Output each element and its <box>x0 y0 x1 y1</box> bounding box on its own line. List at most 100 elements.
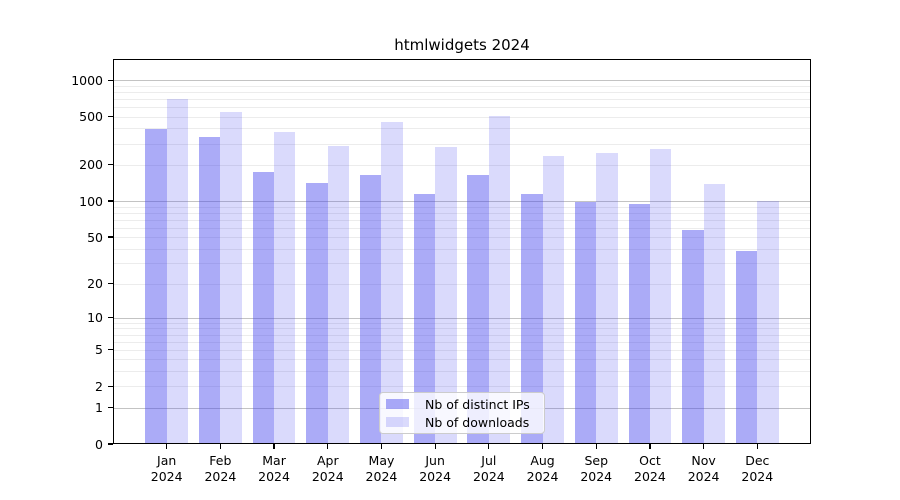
x-tick-label-feb: Feb 2024 <box>190 453 250 484</box>
x-tick-label-sep: Sep 2024 <box>566 453 626 484</box>
x-tick-mark <box>166 444 168 449</box>
x-tick-label-jun: Jun 2024 <box>405 453 465 484</box>
x-tick-label-oct: Oct 2024 <box>620 453 680 484</box>
minor-gridline <box>113 322 811 324</box>
x-tick-year: 2024 <box>580 468 613 484</box>
y-tick-mark <box>108 317 113 319</box>
x-tick-month: Jan <box>157 453 177 468</box>
legend-item-downloads: Nb of downloads <box>386 413 538 431</box>
x-tick-month: Oct <box>639 453 661 468</box>
minor-gridline <box>113 349 811 351</box>
minor-gridline <box>113 334 811 336</box>
x-tick-year: 2024 <box>258 468 290 484</box>
x-tick-year: 2024 <box>472 468 505 484</box>
y-tick-label: 500 <box>79 109 103 125</box>
x-tick-month: Jun <box>425 453 445 468</box>
x-tick-label-jul: Jul 2024 <box>459 453 519 484</box>
bar-downloads-nov <box>703 183 725 444</box>
x-tick-mark <box>327 444 329 449</box>
bar-downloads-dec <box>757 200 779 444</box>
bar-downloads-oct <box>649 149 672 444</box>
y-tick-mark <box>108 283 113 285</box>
minor-gridline <box>113 248 811 250</box>
y-tick-mark <box>108 79 113 81</box>
x-tick-year: 2024 <box>204 468 237 484</box>
x-tick-month: May <box>368 453 395 468</box>
minor-gridline <box>113 227 811 229</box>
bar-distinct-ips-jul <box>467 174 489 444</box>
x-tick-label-apr: Apr 2024 <box>298 453 358 484</box>
bar-distinct-ips-aug <box>521 194 543 444</box>
x-tick-month: Dec <box>745 453 770 468</box>
x-tick-year: 2024 <box>150 468 183 484</box>
minor-gridline <box>113 143 811 145</box>
y-tick-label: 20 <box>87 276 103 292</box>
minor-gridline <box>113 99 811 101</box>
bar-downloads-feb <box>220 112 242 444</box>
bar-distinct-ips-feb <box>198 137 221 444</box>
chart-title: htmlwidgets 2024 <box>394 36 530 54</box>
bar-downloads-aug <box>542 156 564 444</box>
legend-item-distinct-ips: Nb of distinct IPs <box>386 395 538 413</box>
x-tick-mark <box>434 444 436 449</box>
x-tick-year: 2024 <box>741 468 774 484</box>
y-tick-mark <box>108 116 113 118</box>
minor-gridline <box>113 206 811 208</box>
bar-downloads-jan <box>166 99 189 444</box>
x-tick-year: 2024 <box>634 468 666 484</box>
y-tick-label: 1000 <box>71 72 103 88</box>
y-tick-label: 200 <box>79 157 103 173</box>
legend: Nb of distinct IPs Nb of downloads <box>379 392 545 434</box>
bar-distinct-ips-jun <box>413 194 436 444</box>
minor-gridline <box>113 371 811 373</box>
x-tick-month: Sep <box>584 453 608 468</box>
y-tick-mark <box>108 385 113 387</box>
bar-distinct-ips-may <box>360 174 382 444</box>
minor-gridline <box>113 386 811 388</box>
bar-distinct-ips-dec <box>735 251 758 444</box>
major-gridline <box>113 80 811 82</box>
bar-distinct-ips-apr <box>306 183 328 444</box>
y-tick-label: 0 <box>95 436 103 452</box>
minor-gridline <box>113 164 811 166</box>
legend-label-downloads: Nb of downloads <box>425 414 530 430</box>
x-tick-year: 2024 <box>365 468 398 484</box>
major-gridline <box>113 317 811 319</box>
y-tick-mark <box>108 236 113 238</box>
x-tick-mark <box>219 444 221 449</box>
y-tick-mark <box>108 443 113 445</box>
x-tick-mark <box>541 444 544 449</box>
x-tick-mark <box>273 444 275 449</box>
legend-label-distinct-ips: Nb of distinct IPs <box>425 396 530 412</box>
x-tick-year: 2024 <box>311 468 344 484</box>
x-tick-label-aug: Aug 2024 <box>513 453 573 484</box>
x-tick-year: 2024 <box>419 468 452 484</box>
minor-gridline <box>113 359 811 361</box>
minor-gridline <box>113 237 811 239</box>
legend-swatch-downloads-icon <box>386 417 409 427</box>
minor-gridline <box>113 212 811 214</box>
major-gridline <box>113 201 811 203</box>
y-tick-mark <box>108 349 113 351</box>
bar-distinct-ips-oct <box>628 203 650 444</box>
x-tick-mark <box>595 444 597 449</box>
minor-gridline <box>113 341 811 343</box>
x-tick-mark <box>703 444 705 449</box>
y-tick-label: 50 <box>87 229 103 245</box>
x-tick-month: Feb <box>209 453 232 468</box>
plot-area <box>113 59 811 444</box>
minor-gridline <box>113 263 811 265</box>
minor-gridline <box>113 283 811 285</box>
x-tick-mark <box>756 444 758 449</box>
bar-downloads-may <box>381 122 403 444</box>
x-tick-month: Apr <box>316 453 339 468</box>
minor-gridline <box>113 128 811 130</box>
minor-gridline <box>113 219 811 221</box>
minor-gridline <box>113 328 811 330</box>
bar-distinct-ips-sep <box>574 202 597 444</box>
minor-gridline <box>113 92 811 94</box>
minor-gridline <box>113 107 811 109</box>
minor-gridline <box>113 116 811 118</box>
x-tick-month: Jul <box>481 453 497 468</box>
